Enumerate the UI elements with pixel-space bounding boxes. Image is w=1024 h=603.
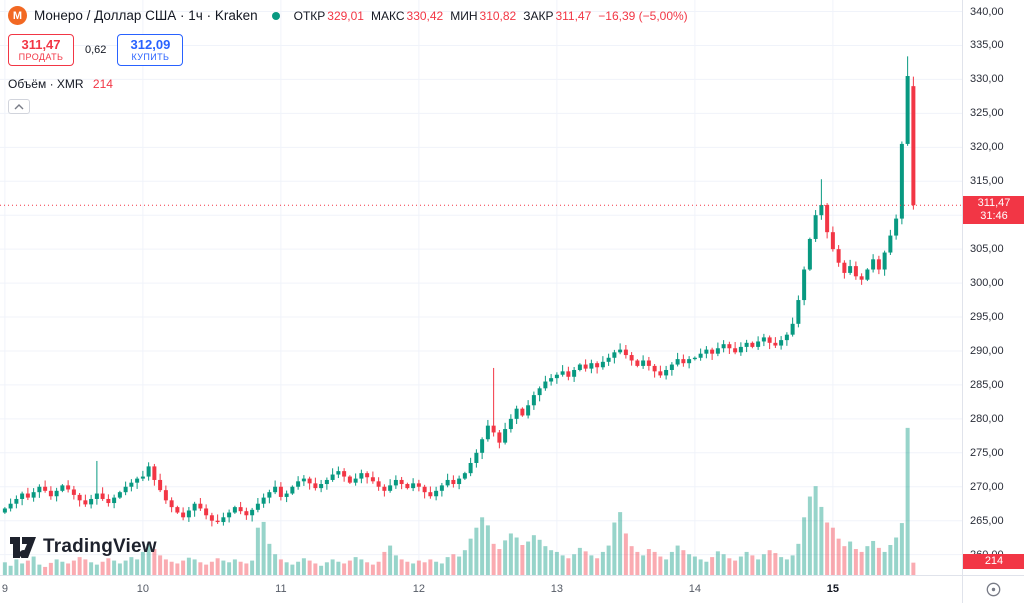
- time-axis-label: 13: [550, 583, 563, 595]
- monero-logo-icon: M: [8, 6, 27, 25]
- close-label: ЗАКР: [523, 8, 554, 23]
- price-tick-label: 265,00: [970, 514, 1004, 527]
- symbol-row: M Монеро / Доллар США · 1ч · Kraken ОТКР…: [8, 6, 688, 25]
- price-tick-label: 330,00: [970, 73, 1004, 86]
- tradingview-watermark[interactable]: TradingView: [10, 536, 157, 558]
- high-value: 330,42: [406, 8, 444, 23]
- watermark-text: TradingView: [43, 536, 157, 557]
- current-price-value: 311,47: [977, 197, 1011, 210]
- chart-legend: M Монеро / Доллар США · 1ч · Kraken ОТКР…: [8, 6, 688, 114]
- price-tick-label: 305,00: [970, 243, 1004, 256]
- price-chart[interactable]: [0, 0, 962, 575]
- price-tick-label: 275,00: [970, 446, 1004, 459]
- price-tick-label: 300,00: [970, 277, 1004, 290]
- volume-label: Объём · XMR: [8, 77, 84, 91]
- high-label: МАКС: [370, 8, 405, 23]
- collapse-legend-button[interactable]: [8, 99, 30, 114]
- time-axis-label: 11: [275, 583, 287, 595]
- market-status-dot[interactable]: [271, 11, 280, 20]
- buy-label: КУПИТЬ: [131, 52, 170, 62]
- buy-button[interactable]: 312,09 КУПИТЬ: [117, 34, 184, 66]
- volume-indicator-row[interactable]: Объём · XMR 214: [8, 77, 688, 91]
- grid-lines: [0, 0, 962, 575]
- price-tick-label: 335,00: [970, 39, 1004, 52]
- current-volume-badge: 214: [963, 553, 1024, 569]
- buy-price: 312,09: [130, 37, 171, 52]
- price-tick-label: 325,00: [970, 107, 1004, 120]
- low-label: МИН: [450, 8, 478, 23]
- time-axis-label: 9: [1, 583, 8, 595]
- price-tick-label: 295,00: [970, 311, 1004, 324]
- sell-price: 311,47: [21, 37, 61, 52]
- chevron-up-icon: [14, 103, 24, 109]
- price-tick-label: 285,00: [970, 378, 1004, 391]
- current-price-badge: 311,47 31:46: [963, 196, 1024, 225]
- axis-corner[interactable]: [962, 575, 1024, 603]
- time-axis-label: 12: [412, 583, 425, 595]
- price-tick-label: 315,00: [970, 175, 1004, 188]
- tradingview-logo-icon: [10, 536, 36, 558]
- price-tick-label: 320,00: [970, 141, 1004, 154]
- volume-value: 214: [92, 77, 113, 91]
- volume-bars: [2, 427, 916, 575]
- ohlc-readout: ОТКР 329,01 МАКС 330,42 МИН 310,82 ЗАКР …: [287, 9, 688, 23]
- price-tick-label: 270,00: [970, 480, 1004, 493]
- close-value: 311,47: [555, 8, 592, 23]
- price-tick-label: 340,00: [970, 5, 1004, 18]
- candles: [2, 56, 916, 527]
- price-tick-label: 290,00: [970, 344, 1004, 357]
- open-value: 329,01: [327, 8, 364, 23]
- sell-label: ПРОДАТЬ: [18, 52, 64, 62]
- time-axis-label: 10: [136, 583, 149, 595]
- time-axis[interactable]: 9 10 11 12 13 14 15: [0, 575, 962, 603]
- low-value: 310,82: [479, 8, 517, 23]
- trade-buttons-row: 311,47 ПРОДАТЬ 0,62 312,09 КУПИТЬ: [8, 34, 688, 66]
- price-axis[interactable]: 311,47 31:46 214 260,00265,00270,00275,0…: [962, 0, 1024, 575]
- open-label: ОТКР: [293, 8, 326, 23]
- symbol-title[interactable]: Монеро / Доллар США · 1ч · Kraken: [34, 8, 258, 23]
- spread-value: 0,62: [85, 44, 107, 56]
- settings-icon: [986, 582, 1001, 597]
- change-value: −16,39 (−5,00%): [598, 8, 688, 23]
- price-tick-label: 280,00: [970, 412, 1004, 425]
- candle-countdown: 31:46: [980, 210, 1008, 223]
- time-axis-label: 15: [826, 583, 839, 595]
- sell-button[interactable]: 311,47 ПРОДАТЬ: [8, 34, 74, 66]
- chart-pane[interactable]: M Монеро / Доллар США · 1ч · Kraken ОТКР…: [0, 0, 962, 575]
- time-axis-label: 14: [688, 583, 701, 595]
